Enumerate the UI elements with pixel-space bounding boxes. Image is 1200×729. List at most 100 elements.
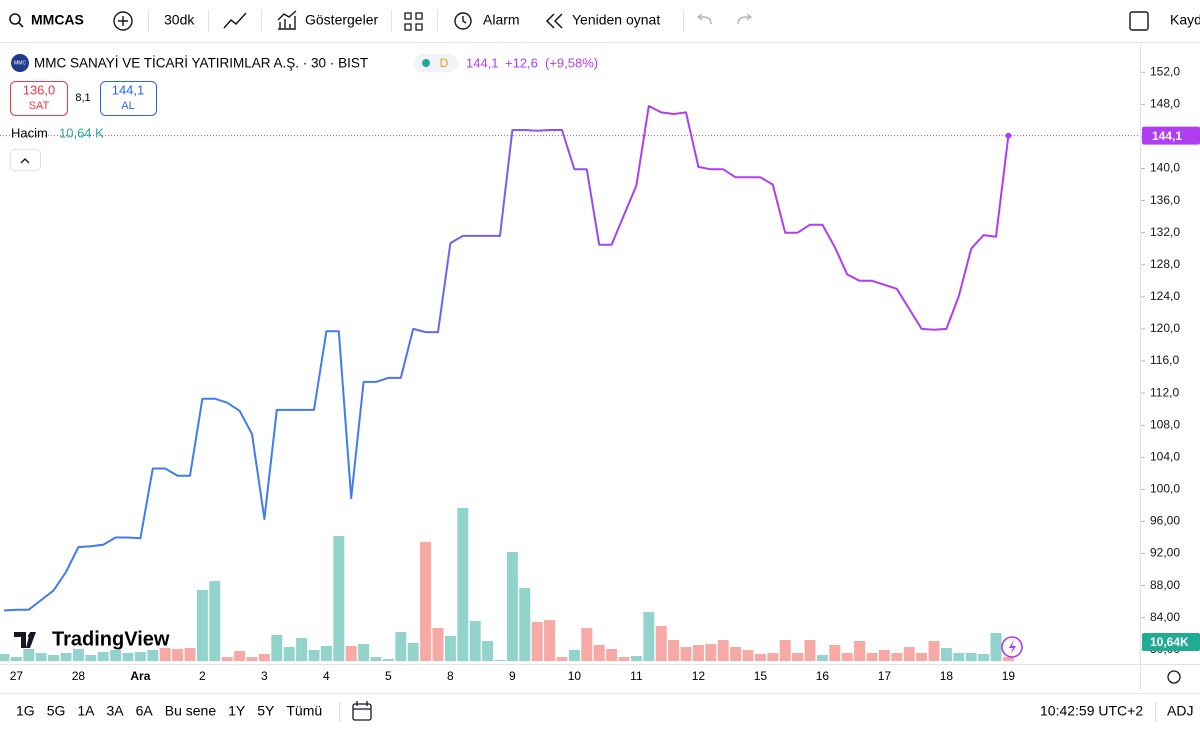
volume-bar <box>730 647 742 661</box>
range-button[interactable]: 1G <box>16 703 35 719</box>
y-tick-label: 112,0 <box>1150 385 1179 399</box>
layout-icon[interactable] <box>1129 11 1149 31</box>
volume-bar <box>97 652 109 661</box>
volume-bar <box>643 612 655 661</box>
volume-bar <box>903 647 915 661</box>
volume-bar <box>320 646 332 661</box>
range-button[interactable]: 6A <box>136 703 154 719</box>
toolbar <box>0 0 1200 42</box>
symbol[interactable]: MMCAS <box>31 12 84 28</box>
legend-change-pct: (+9,58%) <box>545 55 598 70</box>
goto-date-icon <box>353 701 371 710</box>
chart-type-icon[interactable] <box>223 12 247 29</box>
alert[interactable]: Alarm <box>483 12 520 28</box>
volume-badge-label: 10,64K <box>1150 635 1189 649</box>
interval[interactable]: 30dk <box>164 12 195 28</box>
price-badge <box>1142 126 1200 145</box>
x-tick-label: 17 <box>878 669 892 683</box>
volume-bar <box>60 652 72 661</box>
range-button[interactable]: 3A <box>107 703 125 719</box>
range-button[interactable]: 1Y <box>228 703 246 719</box>
x-tick-label: 19 <box>1002 669 1016 683</box>
add-symbol-icon <box>118 16 128 26</box>
volume-bar <box>519 587 531 661</box>
undo[interactable] <box>696 13 712 25</box>
replay[interactable]: Yeniden oynat <box>572 12 660 28</box>
add-symbol[interactable] <box>113 11 133 31</box>
volume-bar <box>72 649 84 661</box>
settings-icon[interactable] <box>1167 670 1181 684</box>
y-tick-label: 136,0 <box>1150 193 1180 207</box>
y-tick-label: 96,00 <box>1150 514 1180 528</box>
volume-bar <box>296 637 308 661</box>
x-tick-label: 2 <box>199 669 206 683</box>
y-tick-label: 120,0 <box>1150 321 1180 335</box>
volume-bar <box>23 649 35 661</box>
indicators-icon[interactable] <box>277 10 297 30</box>
x-tick-label: 18 <box>940 669 954 683</box>
range-button[interactable]: 5G <box>47 703 66 719</box>
templates-icon[interactable] <box>404 12 423 31</box>
volume-bar <box>482 641 494 661</box>
y-tick-label: 128,0 <box>1150 257 1180 271</box>
volume-bar <box>469 621 481 661</box>
volume-bar <box>1002 657 1014 661</box>
replay-icon[interactable] <box>545 13 563 29</box>
range-button[interactable]: 1A <box>77 703 95 719</box>
logo <box>11 54 29 72</box>
price-line <box>3 105 1010 612</box>
volume-bar <box>308 649 320 661</box>
volume-bar <box>333 536 345 661</box>
logo-text: MMC <box>14 60 26 66</box>
y-tick-label: 152,0 <box>1150 64 1180 78</box>
volume-bar <box>234 651 246 661</box>
search-icon[interactable] <box>9 13 21 25</box>
volume-bar <box>866 652 878 661</box>
lightning-icon <box>1009 640 1016 654</box>
status: D <box>440 56 449 70</box>
redo[interactable] <box>737 13 753 25</box>
volume-bar <box>804 639 816 661</box>
volume-bar <box>581 627 593 661</box>
legend-last: 144,1 <box>466 55 499 70</box>
volume-bar <box>767 652 779 661</box>
buy-label: AL <box>121 100 134 112</box>
save[interactable]: Kayd <box>1170 12 1200 28</box>
volume-bar <box>48 654 60 661</box>
volume-value: 10,64 K <box>59 125 104 140</box>
range-button[interactable]: Bu sene <box>165 703 217 719</box>
volume-bar <box>221 657 233 661</box>
adj[interactable]: ADJ <box>1167 703 1193 719</box>
volume-bar <box>854 641 866 661</box>
buy-button[interactable] <box>100 81 157 116</box>
volume-bar <box>593 644 605 661</box>
x-tick-label: 12 <box>692 669 706 683</box>
goto-date[interactable] <box>352 703 372 721</box>
x-tick-label: 5 <box>385 669 392 683</box>
range-button[interactable]: 5Y <box>257 703 275 719</box>
y-tick-label: 88,00 <box>1150 578 1180 592</box>
volume-bar <box>940 647 952 661</box>
volume-bar <box>147 649 159 661</box>
indicators[interactable]: Göstergeler <box>305 12 378 28</box>
range-button[interactable]: Tümü <box>286 703 322 719</box>
y-tick-label: 104,0 <box>1150 449 1180 463</box>
sell-button[interactable] <box>10 81 68 116</box>
x-tick-label: 8 <box>447 669 454 683</box>
alarm-icon[interactable] <box>454 12 472 30</box>
volume-bar <box>692 644 704 661</box>
status-dot <box>422 59 430 67</box>
search-icon <box>18 22 24 28</box>
volume-bar <box>407 642 419 661</box>
volume-bar <box>184 647 196 661</box>
y-tick-label: 124,0 <box>1150 289 1180 303</box>
price-badge-label: 144,1 <box>1152 129 1182 143</box>
volume-bar <box>978 654 990 661</box>
sell-label: SAT <box>29 100 50 112</box>
volume-bar <box>370 657 382 661</box>
volume-bar <box>568 649 580 661</box>
volume-bar <box>110 649 122 661</box>
volume-bar <box>457 508 469 661</box>
buy-price: 144,1 <box>112 82 145 97</box>
